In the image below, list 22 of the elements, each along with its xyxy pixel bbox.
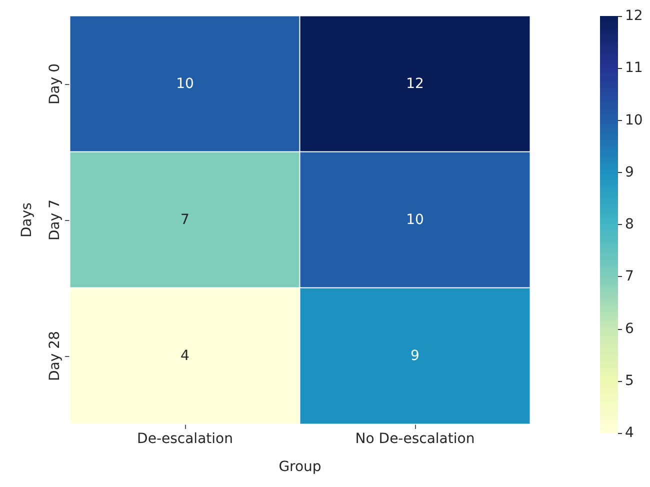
color-bar-label: 10 [625,112,643,128]
color-bar-label: 5 [625,372,634,389]
data-label: 10 [176,76,194,92]
data-label: 12 [406,76,424,92]
color-bar-label: 7 [625,268,634,285]
x-tick-label: De-escalation [137,431,233,447]
y-tick-label: Day 28 [47,331,63,381]
color-bar-label: 12 [625,8,643,24]
x-axis-title: Group [278,459,322,475]
data-label: 7 [180,212,190,228]
color-bar-label: 6 [625,320,634,337]
y-tick-label: Day 7 [47,199,63,241]
x-tick-label: No De-escalation [355,431,475,447]
data-label: 10 [406,212,424,228]
color-bar-label: 11 [625,60,643,76]
color-bar-label: 9 [625,164,634,180]
data-label: 4 [180,348,190,364]
y-axis-title: Days [19,202,35,238]
y-tick-label: Day 0 [47,63,63,105]
data-label: 9 [410,348,420,364]
color-bar-label: 8 [625,216,634,232]
color-bar-label: 4 [625,425,634,441]
